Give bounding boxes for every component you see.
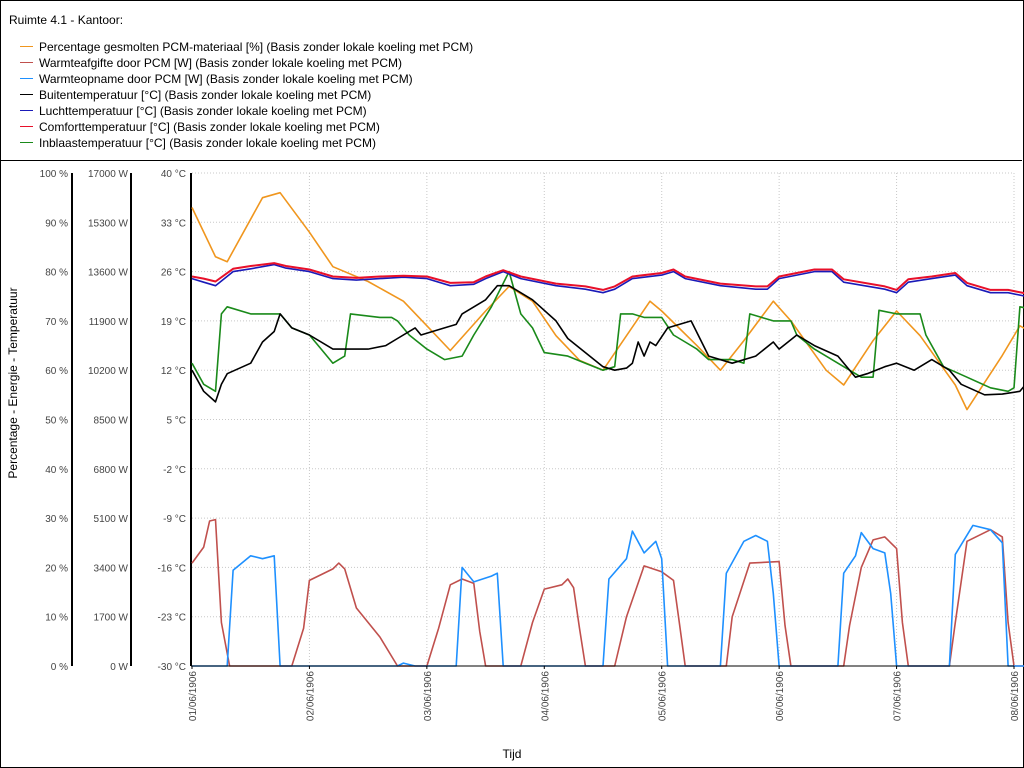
- y-tick-label-percent: 0 %: [51, 662, 68, 673]
- legend-swatch: [20, 126, 33, 128]
- y-tick-label-percent: 70 %: [45, 317, 68, 328]
- y-tick-label-percent: 30 %: [45, 514, 68, 525]
- y-tick-label-percent: 20 %: [45, 563, 68, 574]
- series-lines: [191, 191, 1024, 667]
- legend-label: Inblaastemperatuur [°C] (Basis zonder lo…: [39, 136, 376, 150]
- y-tick-label-temperature: -23 °C: [158, 613, 186, 624]
- x-tick-label: 03/06/1906: [423, 671, 434, 721]
- series-line-comfort: [191, 262, 1024, 295]
- y-tick-label-power: 1700 W: [94, 613, 129, 624]
- y-tick-label-power: 11900 W: [89, 317, 129, 328]
- y-tick-label-percent: 50 %: [45, 416, 68, 427]
- x-tick-label: 06/06/1906: [775, 671, 786, 721]
- y-tick-label-temperature: 40 °C: [161, 169, 186, 180]
- y-tick-label-temperature: 26 °C: [161, 268, 186, 279]
- x-tick-label: 04/06/1906: [540, 671, 551, 721]
- y-tick-label-temperature: 19 °C: [161, 317, 186, 328]
- legend-item-pcm-percentage: Percentage gesmolten PCM-materiaal [%] (…: [20, 40, 473, 54]
- legend-swatch: [20, 62, 33, 64]
- x-tick-label: 08/06/1906: [1010, 671, 1021, 721]
- y-tick-label-temperature: 5 °C: [166, 416, 186, 427]
- chart-area: 0 % 10 % 20 % 30 % 40 % 50 % 60 % 70 % 80 % 90 % 1…: [6, 169, 1024, 761]
- series-line-buiten: [191, 284, 1024, 403]
- legend-label: Percentage gesmolten PCM-materiaal [%] (…: [39, 40, 474, 54]
- y-tick-label-power: 13600 W: [88, 268, 129, 279]
- legend-item-inblaastemperatuur: Inblaastemperatuur [°C] (Basis zonder lo…: [20, 136, 376, 150]
- y-tick-label-temperature: -16 °C: [158, 563, 186, 574]
- legend-label: Warmteopname door PCM [W] (Basis zonder …: [39, 72, 413, 86]
- series-line-inblaas: [191, 270, 1024, 393]
- y-tick-label-temperature: -30 °C: [158, 662, 186, 673]
- legend-panel: Ruimte 4.1 - Kantoor: Percentage gesmolt…: [0, 0, 1022, 161]
- series-line-pcm_pct: [191, 191, 1024, 411]
- legend-label: Buitentemperatuur [°C] (Basis zonder lok…: [39, 88, 372, 102]
- series-line-opname: [192, 524, 1024, 667]
- legend-swatch: [20, 142, 33, 144]
- legend-swatch: [20, 110, 33, 112]
- y-tick-label-power: 10200 W: [88, 366, 129, 377]
- y-tick-label-power: 0 W: [110, 662, 128, 673]
- x-tick-label: 01/06/1906: [188, 671, 199, 721]
- y-axes: 0 % 10 % 20 % 30 % 40 % 50 % 60 % 70 % 80 % 90 % 1…: [40, 169, 192, 673]
- legend-item-buitentemperatuur: Buitentemperatuur [°C] (Basis zonder lok…: [20, 88, 371, 102]
- y-tick-label-power: 3400 W: [94, 563, 129, 574]
- y-tick-label-temperature: -9 °C: [163, 514, 186, 525]
- x-axis-title: Tijd: [503, 747, 522, 761]
- x-tick-label: 02/06/1906: [305, 671, 316, 721]
- y-tick-label-power: 6800 W: [94, 465, 129, 476]
- legend-item-comforttemperatuur: Comforttemperatuur [°C] (Basis zonder lo…: [20, 120, 380, 134]
- legend-label: Luchttemperatuur [°C] (Basis zonder loka…: [39, 104, 367, 118]
- legend-label: Warmteafgifte door PCM [W] (Basis zonder…: [39, 56, 403, 70]
- y-tick-label-percent: 40 %: [45, 465, 68, 476]
- page-title: Ruimte 4.1 - Kantoor:: [9, 13, 124, 27]
- legend-item-luchttemperatuur: Luchttemperatuur [°C] (Basis zonder loka…: [20, 104, 367, 118]
- y-tick-label-temperature: 33 °C: [161, 218, 186, 229]
- y-tick-label-power: 8500 W: [94, 416, 129, 427]
- y-tick-label-temperature: -2 °C: [163, 465, 186, 476]
- legend-item-warmteafgifte: Warmteafgifte door PCM [W] (Basis zonder…: [20, 56, 402, 70]
- y-tick-label-percent: 80 %: [45, 268, 68, 279]
- y-tick-label-power: 17000 W: [88, 169, 129, 180]
- y-tick-label-temperature: 12 °C: [161, 366, 186, 377]
- x-tick-label: 05/06/1906: [658, 671, 669, 721]
- x-tick-label: 07/06/1906: [893, 671, 904, 721]
- y-tick-label-percent: 10 %: [45, 613, 68, 624]
- legend-item-warmteopname: Warmteopname door PCM [W] (Basis zonder …: [20, 72, 413, 86]
- y-tick-label-power: 15300 W: [88, 218, 129, 229]
- y-tick-label-percent: 60 %: [45, 366, 68, 377]
- legend-label: Comforttemperatuur [°C] (Basis zonder lo…: [39, 120, 380, 134]
- y-tick-label-power: 5100 W: [94, 514, 129, 525]
- y-tick-label-percent: 90 %: [45, 218, 68, 229]
- legend-swatch: [20, 78, 33, 80]
- legend-swatch: [20, 94, 33, 96]
- y-axis-title: Percentage - Energie - Temperatuur: [6, 287, 20, 478]
- y-tick-label-percent: 100 %: [40, 169, 68, 180]
- x-axis: 01/06/1906 02/06/1906 03/06/1906 04/06/1906…: [188, 665, 1021, 721]
- series-line-lucht: [191, 263, 1024, 297]
- legend-swatch: [20, 46, 33, 48]
